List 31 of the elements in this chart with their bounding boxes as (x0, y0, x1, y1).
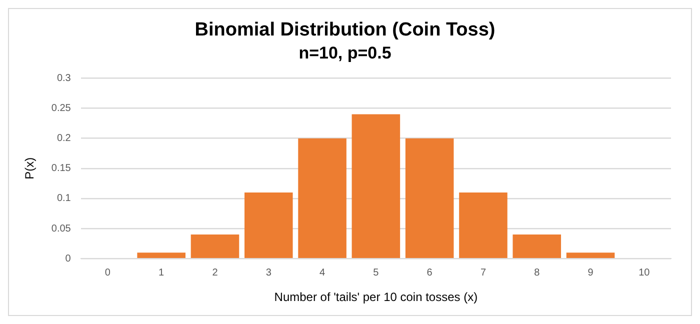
x-tick-label: 2 (212, 267, 218, 278)
bar (566, 252, 615, 258)
bar (459, 192, 508, 258)
bar (137, 252, 186, 258)
x-tick-label: 3 (266, 267, 272, 278)
y-tick-label: 0.05 (51, 223, 72, 234)
chart-subtitle: n=10, p=0.5 (298, 44, 392, 63)
y-tick-label: 0.3 (56, 72, 72, 84)
x-tick-label: 7 (480, 267, 486, 278)
bar (298, 138, 346, 258)
y-tick-label: 0.15 (51, 163, 72, 174)
x-tick-label: 10 (638, 267, 650, 278)
y-tick-label: 0.25 (51, 103, 72, 114)
x-axis-title: Number of 'tails' per 10 coin tosses (x) (274, 290, 478, 304)
bar (244, 192, 293, 258)
y-axis-title: P(x) (22, 157, 37, 180)
x-tick-label: 8 (534, 267, 540, 278)
y-tick-label: 0 (65, 253, 72, 264)
x-tick-label: 0 (104, 267, 111, 278)
y-tick-label: 0.2 (56, 133, 72, 144)
chart-title: Binomial Distribution (Coin Toss) (194, 20, 496, 41)
bar (405, 138, 454, 258)
bar (352, 114, 400, 258)
bar (512, 234, 562, 258)
x-tick-label: 6 (426, 267, 433, 278)
x-tick-label: 1 (158, 267, 165, 278)
x-tick-label: 4 (320, 267, 326, 278)
bar (190, 234, 240, 258)
x-tick-label: 9 (588, 267, 594, 278)
y-tick-label: 0.1 (56, 193, 72, 204)
x-tick-label: 5 (373, 267, 380, 278)
